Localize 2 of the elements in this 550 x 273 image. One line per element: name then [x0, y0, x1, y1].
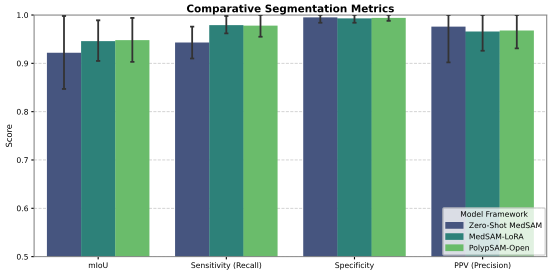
y-axis-title: Score: [6, 124, 12, 147]
chart-title: Comparative Segmentation Metrics: [186, 4, 394, 14]
